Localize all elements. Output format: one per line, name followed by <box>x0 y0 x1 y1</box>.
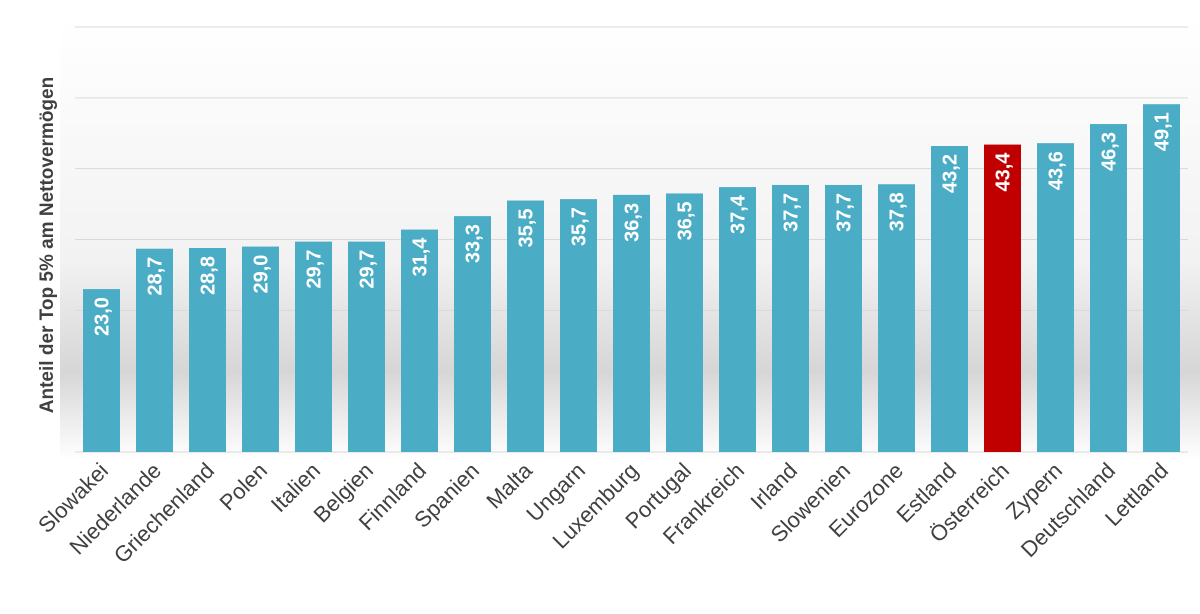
bar-2 <box>189 248 226 452</box>
bars: 23,0 28,7 28,8 29,0 29,7 29,7 31,4 33,3 35,5 35,7… <box>83 104 1180 453</box>
value-label-19: 46,3 <box>1099 132 1121 171</box>
value-label-15: 37,8 <box>887 192 909 231</box>
value-label-20: 49,1 <box>1152 112 1174 151</box>
value-label-8: 35,5 <box>516 209 538 248</box>
category-label-3: Polen <box>215 458 272 515</box>
bar-13 <box>772 184 809 453</box>
bar-15 <box>878 184 915 452</box>
value-label-16: 43,2 <box>940 154 962 193</box>
value-label-6: 31,4 <box>410 237 432 277</box>
category-labels: SlowakeiNiederlandeGriechenlandPolenItal… <box>33 457 1173 568</box>
bar-18 <box>1037 143 1074 452</box>
bar-6 <box>401 229 438 452</box>
bar-3 <box>242 246 279 452</box>
value-label-1: 28,7 <box>145 257 167 296</box>
bar-4 <box>295 241 332 452</box>
value-label-10: 36,3 <box>622 203 644 242</box>
bar-5 <box>348 241 385 452</box>
value-label-4: 29,7 <box>304 250 326 289</box>
y-axis-label: Anteil der Top 5% am Nettovermögen <box>37 77 58 413</box>
bar-16 <box>931 146 968 452</box>
bar-12 <box>719 187 756 453</box>
value-label-3: 29,0 <box>251 255 273 294</box>
value-label-12: 37,4 <box>728 194 750 234</box>
value-label-11: 36,5 <box>675 201 697 240</box>
bar-19 <box>1090 124 1127 453</box>
bar-20 <box>1143 104 1180 452</box>
value-label-14: 37,7 <box>834 193 856 232</box>
bar-17 <box>984 144 1021 453</box>
bar-7 <box>454 216 491 452</box>
bar-9 <box>560 199 597 452</box>
value-label-18: 43,6 <box>1046 151 1068 190</box>
value-label-17: 43,4 <box>993 152 1015 192</box>
value-label-5: 29,7 <box>357 250 379 289</box>
value-label-7: 33,3 <box>463 224 485 263</box>
value-label-0: 23,0 <box>92 297 114 336</box>
bar-10 <box>613 194 650 452</box>
value-label-2: 28,8 <box>198 256 220 295</box>
bar-8 <box>507 200 544 452</box>
value-label-13: 37,7 <box>781 193 803 232</box>
value-label-9: 35,7 <box>569 207 591 246</box>
bar-11 <box>666 193 703 453</box>
bar-14 <box>825 184 862 453</box>
bar-0 <box>83 289 120 452</box>
bar-1 <box>136 248 173 452</box>
